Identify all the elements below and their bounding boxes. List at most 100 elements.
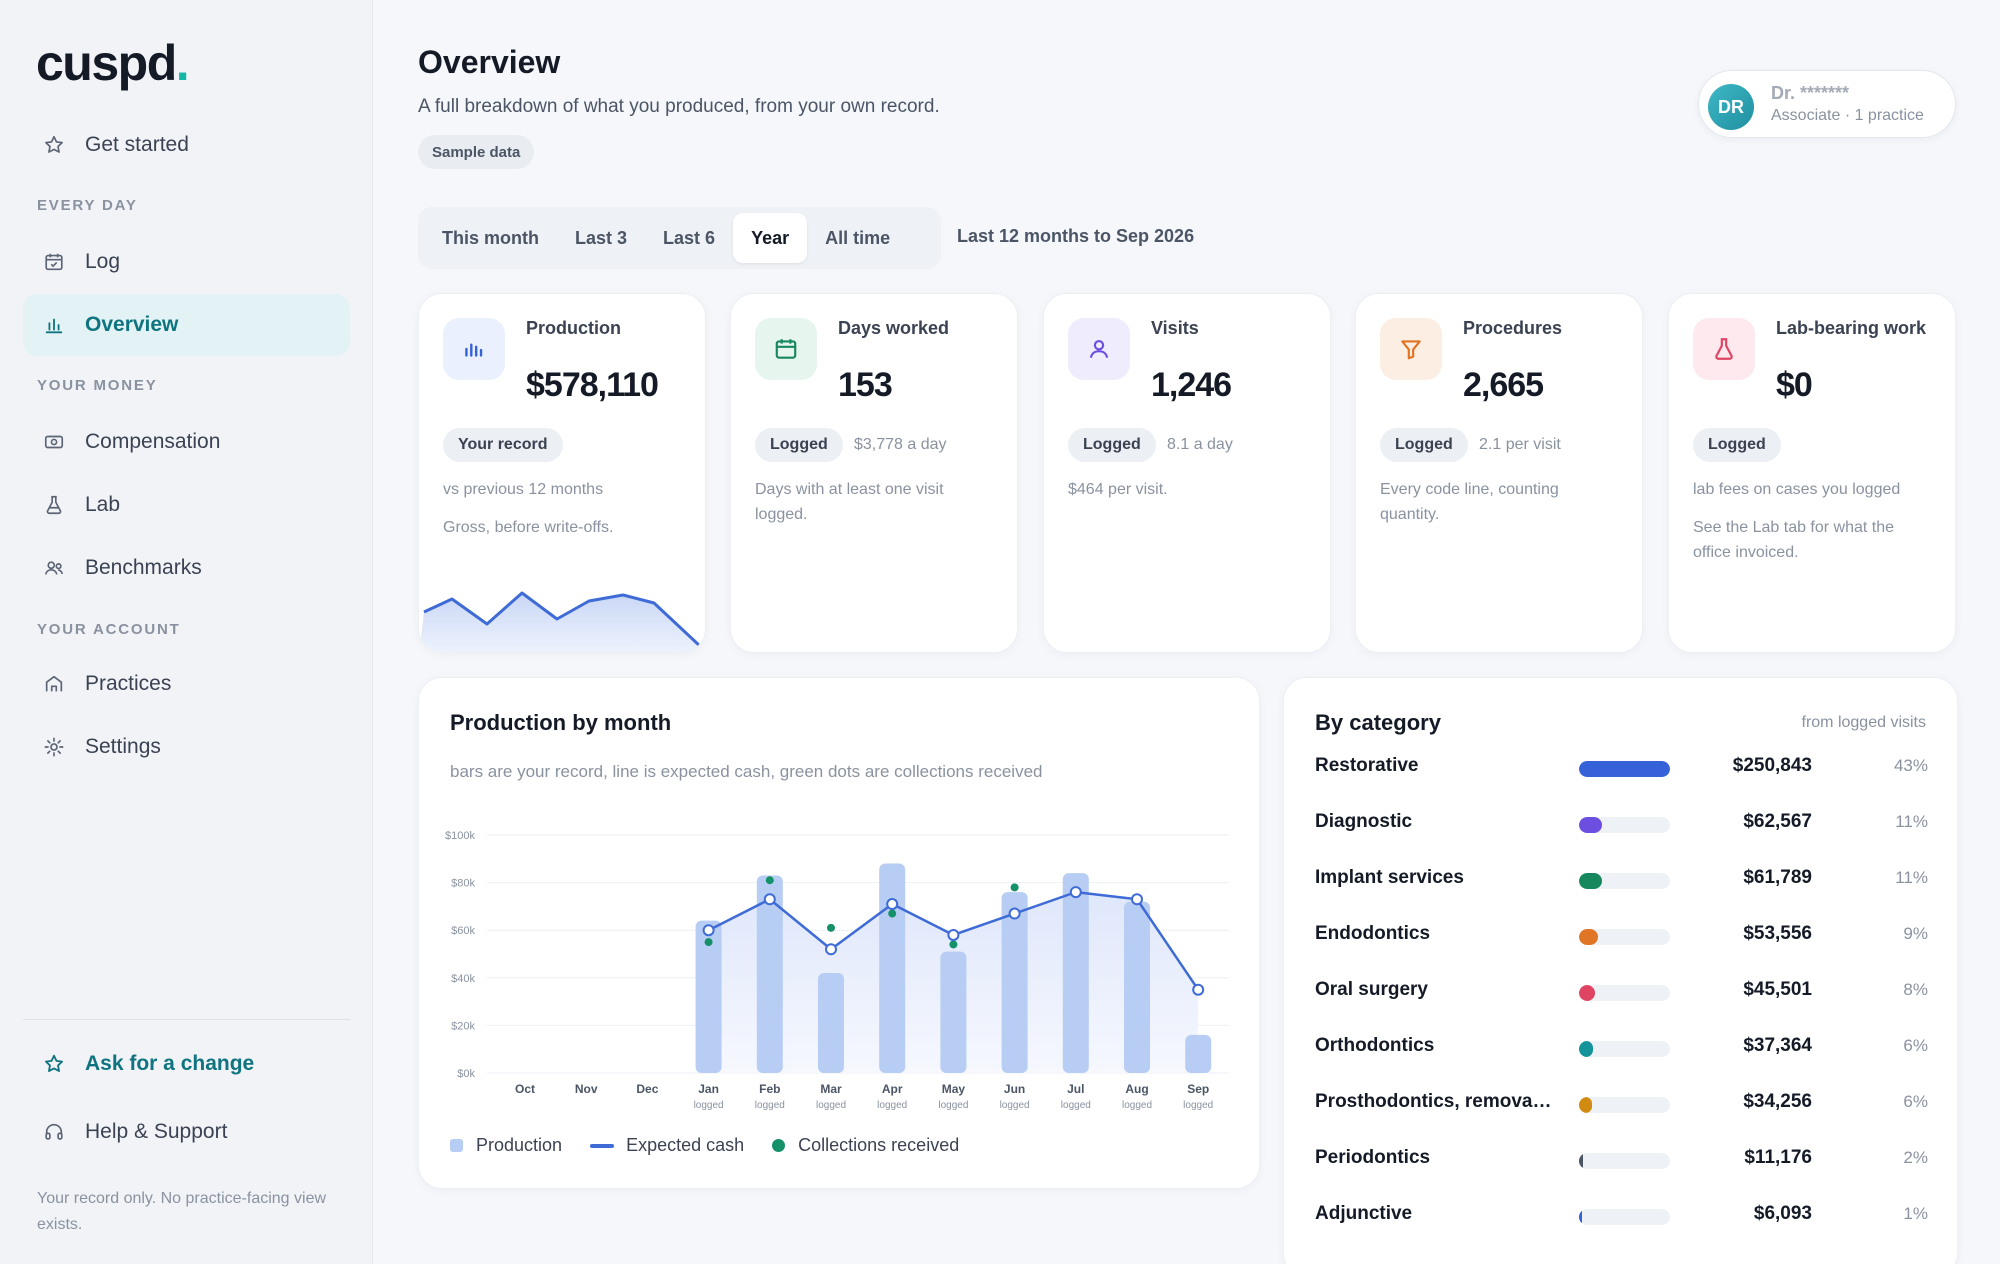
collection-dot (888, 909, 897, 918)
period-tabs: This month Last 3 Last 6 Year All time (418, 207, 941, 269)
nav-benchmarks[interactable]: Benchmarks (23, 537, 350, 599)
tab-last-3[interactable]: Last 3 (575, 227, 628, 248)
category-row: Diagnostic $62,567 11% (1315, 807, 1928, 837)
collection-dot (765, 876, 774, 885)
bar-chart-icon (443, 318, 505, 380)
category-bar-fill (1579, 761, 1670, 777)
flask-icon (42, 493, 66, 517)
category-amount: $53,556 (1743, 923, 1812, 944)
collection-dot (949, 940, 958, 949)
category-bar-track (1579, 985, 1670, 1001)
kpi-lab-badge: Logged (1693, 428, 1781, 462)
user-name: Dr. ******* (1771, 83, 1850, 103)
category-row: Oral surgery $45,501 8% (1315, 975, 1928, 1005)
tab-all-time[interactable]: All time (825, 227, 891, 248)
user-card[interactable]: DR Dr. ******* Associate · 1 practice (1698, 70, 1956, 138)
kpi-lab-note2: See the Lab tab for what the office invo… (1693, 519, 1895, 561)
x-tick-sublabel: logged (1061, 1100, 1091, 1111)
legend-production-label: Production (476, 1135, 563, 1155)
expected-cash-point (763, 893, 776, 906)
page-title: Overview (418, 44, 561, 80)
nav-ask-label: Ask for a change (85, 1052, 255, 1075)
category-row: Prosthodontics, remova… $34,256 6% (1315, 1087, 1928, 1117)
x-tick-label: Dec (636, 1082, 658, 1096)
home-icon (42, 672, 66, 696)
category-percent: 6% (1903, 1036, 1928, 1055)
nav-log[interactable]: Log (23, 231, 350, 293)
collection-dot (704, 938, 713, 947)
category-percent: 11% (1895, 868, 1928, 887)
category-bar-fill (1579, 985, 1596, 1001)
nav-practices[interactable]: Practices (23, 653, 350, 715)
production-bar (1124, 901, 1150, 1073)
kpi-procedures-card: Procedures 2,665 Logged 2.1 per visit Ev… (1355, 293, 1643, 653)
nav-compensation[interactable]: Compensation (23, 411, 350, 473)
x-tick-label: Feb (759, 1082, 780, 1096)
nav-settings[interactable]: Settings (23, 716, 350, 778)
nav-lab[interactable]: Lab (23, 474, 350, 536)
production-bar (940, 951, 967, 1073)
category-amount: $250,843 (1732, 755, 1812, 776)
kpi-production-label: Production (526, 318, 621, 338)
page-subtitle: A full breakdown of what you produced, f… (418, 96, 940, 117)
sidebar-footer-note: Your record only. No practice-facing vie… (37, 1190, 327, 1233)
bar-chart-icon (42, 313, 66, 337)
x-tick-sublabel: logged (816, 1100, 846, 1111)
kpi-lab-value: $0 (1776, 366, 1813, 404)
chart-legend: Production Expected cash Collections rec… (450, 1135, 987, 1156)
production-bar (1001, 892, 1028, 1073)
production-chart: $100k $80k $60k $40k $20k $0k Oct Nov Dec Jan logg… (445, 830, 1229, 1111)
category-percent: 43% (1893, 756, 1928, 775)
production-bar (1185, 1034, 1212, 1073)
nav-section-every-day: EVERY DAY (37, 197, 138, 214)
category-bar-track (1579, 873, 1670, 889)
kpi-days-note: Days with at least one visit logged. (755, 481, 944, 523)
category-bar-fill (1579, 1153, 1584, 1169)
expected-cash-point (1192, 983, 1205, 996)
y-tick-label: $0k (457, 1068, 475, 1080)
nav-overview-label: Overview (85, 313, 179, 336)
legend-production: Production (450, 1135, 562, 1156)
y-tick-label: $80k (451, 878, 475, 890)
expected-cash-point (1069, 886, 1082, 899)
nav-get-started[interactable]: Get started (23, 114, 350, 176)
tab-this-month[interactable]: This month (442, 227, 539, 248)
tab-last-6[interactable]: Last 6 (663, 227, 716, 248)
production-bar (756, 875, 783, 1073)
logo-text: cuspd (36, 35, 177, 91)
production-bar (818, 973, 844, 1073)
sparkline-area (419, 593, 705, 652)
gear-icon (42, 735, 66, 759)
kpi-days-value: 153 (838, 366, 893, 404)
expected-cash-point (825, 943, 837, 956)
x-tick-label: Nov (575, 1082, 598, 1096)
nav-practices-label: Practices (85, 672, 172, 695)
expected-cash-point (947, 928, 960, 941)
kpi-production-card: Production $578,110 Your record vs previ… (418, 293, 706, 653)
x-tick-sublabel: logged (1000, 1100, 1030, 1111)
x-tick-label: Jul (1067, 1082, 1084, 1096)
kpi-production-note2: Gross, before write-offs. (443, 519, 614, 536)
tab-year[interactable]: Year (733, 213, 808, 263)
category-bar-fill (1579, 873, 1602, 889)
logo[interactable]: cuspd. (36, 34, 190, 92)
nav-overview[interactable]: Overview (23, 294, 350, 356)
nav-help-label: Help & Support (85, 1120, 228, 1143)
sidebar: cuspd. Get started EVERY DAY Log Overvie… (0, 0, 373, 1264)
nav-ask-for-change[interactable]: Ask for a change (23, 1033, 350, 1095)
x-tick-sublabel: logged (877, 1100, 907, 1111)
x-tick-label: Oct (515, 1082, 535, 1096)
category-bar-fill (1579, 817, 1602, 833)
category-bar-fill (1579, 1097, 1592, 1113)
category-name: Oral surgery (1315, 979, 1428, 1000)
x-tick-label: Mar (820, 1082, 842, 1096)
category-name: Restorative (1315, 755, 1419, 776)
kpi-procedures-side: 2.1 per visit (1479, 436, 1561, 453)
x-tick-sublabel: logged (694, 1100, 724, 1111)
expected-cash-point (1008, 907, 1021, 920)
avatar: DR (1708, 84, 1754, 130)
nav-help-support[interactable]: Help & Support (23, 1101, 350, 1163)
nav-section-your-account: YOUR ACCOUNT (37, 621, 181, 638)
filter-icon (1380, 318, 1442, 380)
category-bar-track (1579, 929, 1670, 945)
